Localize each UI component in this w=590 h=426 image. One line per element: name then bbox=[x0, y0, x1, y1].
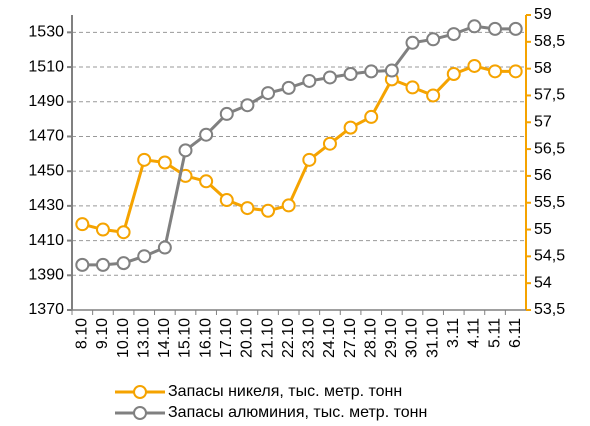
y2-tick-label: 54,5 bbox=[534, 248, 565, 265]
y-tick-label: 1530 bbox=[28, 24, 64, 41]
x-tick-label: 14.10 bbox=[156, 318, 173, 358]
x-tick-label: 29.10 bbox=[383, 318, 400, 358]
point bbox=[508, 21, 523, 36]
point bbox=[508, 64, 523, 79]
point bbox=[322, 136, 337, 151]
x-tick-label: 4.11 bbox=[466, 318, 483, 348]
y2-tick-label: 55 bbox=[534, 221, 552, 238]
point bbox=[488, 64, 503, 79]
point bbox=[364, 64, 379, 79]
y-tick-label: 1470 bbox=[28, 128, 64, 145]
point bbox=[75, 217, 90, 232]
x-tick-label: 15.10 bbox=[177, 318, 194, 358]
point bbox=[426, 88, 441, 103]
series-line bbox=[82, 24, 516, 267]
legend-marker bbox=[133, 385, 147, 399]
y2-tick-label: 56,5 bbox=[534, 140, 565, 157]
y2-tick-label: 57,5 bbox=[534, 87, 565, 104]
x-tick-label: 13.10 bbox=[135, 318, 152, 358]
point bbox=[281, 198, 296, 213]
x-tick-label: 28.10 bbox=[362, 318, 379, 358]
point bbox=[426, 32, 441, 47]
point bbox=[219, 193, 234, 208]
point bbox=[446, 67, 461, 81]
point bbox=[178, 143, 193, 158]
point bbox=[240, 201, 255, 216]
point bbox=[95, 222, 110, 237]
y-tick-label: 1370 bbox=[28, 301, 64, 318]
y-tick-label: 1450 bbox=[28, 162, 64, 179]
x-tick-label: 16.10 bbox=[197, 318, 214, 358]
y2-tick-label: 53,5 bbox=[534, 301, 565, 318]
x-tick-label: 21.10 bbox=[259, 318, 276, 358]
point bbox=[199, 127, 214, 142]
point bbox=[240, 98, 255, 113]
point bbox=[137, 152, 152, 167]
x-tick-label: 6.11 bbox=[507, 318, 524, 348]
point bbox=[95, 257, 110, 272]
point bbox=[281, 80, 296, 95]
point bbox=[302, 152, 317, 167]
x-tick-label: 20.10 bbox=[239, 318, 256, 358]
point bbox=[467, 58, 482, 73]
x-tick-label: 8.10 bbox=[74, 318, 91, 349]
point bbox=[467, 19, 482, 34]
y2-tick-label: 58,5 bbox=[534, 33, 565, 50]
point bbox=[343, 67, 358, 81]
series-line bbox=[81, 64, 516, 234]
y-tick-label: 1390 bbox=[28, 267, 64, 284]
x-tick-label: 10.10 bbox=[115, 318, 132, 358]
point bbox=[137, 249, 152, 264]
point bbox=[261, 203, 276, 218]
x-tick-label: 17.10 bbox=[218, 318, 235, 358]
y2-tick-label: 58 bbox=[534, 60, 552, 77]
x-tick-label: 9.10 bbox=[94, 318, 111, 349]
point bbox=[405, 80, 420, 95]
x-tick-label: 30.10 bbox=[404, 318, 421, 358]
y-tick-label: 1490 bbox=[28, 93, 64, 110]
point bbox=[116, 256, 131, 271]
legend-label: Запасы никеля, тыс. метр. тонн bbox=[168, 383, 402, 400]
x-tick-label: 22.10 bbox=[280, 318, 297, 358]
y-tick-label: 1510 bbox=[28, 58, 64, 75]
x-tick-label: 24.10 bbox=[321, 318, 338, 358]
y-tick-label: 1410 bbox=[28, 232, 64, 249]
y2-tick-label: 59 bbox=[534, 6, 552, 23]
y2-tick-label: 54 bbox=[534, 274, 552, 291]
x-tick-label: 23.10 bbox=[301, 318, 318, 358]
point bbox=[364, 109, 379, 124]
y2-tick-label: 56 bbox=[534, 167, 552, 184]
point bbox=[302, 73, 317, 88]
point bbox=[322, 70, 337, 85]
point bbox=[219, 106, 234, 121]
point bbox=[405, 35, 420, 50]
y2-tick-label: 55,5 bbox=[534, 194, 565, 211]
point bbox=[261, 86, 276, 101]
point bbox=[343, 120, 358, 135]
x-tick-label: 5.11 bbox=[486, 318, 503, 348]
x-tick-label: 3.11 bbox=[445, 318, 462, 348]
point bbox=[446, 27, 461, 42]
x-tick-label: 27.10 bbox=[342, 318, 359, 358]
point bbox=[488, 21, 503, 36]
point bbox=[157, 240, 172, 255]
point bbox=[384, 63, 399, 78]
legend-label: Запасы алюминия, тыс. метр. тонн bbox=[168, 404, 427, 421]
legend-marker bbox=[133, 406, 147, 420]
y-tick-label: 1430 bbox=[28, 197, 64, 214]
point bbox=[75, 257, 90, 272]
point bbox=[199, 174, 214, 189]
point bbox=[116, 225, 131, 240]
y2-tick-label: 57 bbox=[534, 113, 552, 130]
x-tick-label: 31.10 bbox=[424, 318, 441, 358]
point bbox=[157, 155, 172, 170]
